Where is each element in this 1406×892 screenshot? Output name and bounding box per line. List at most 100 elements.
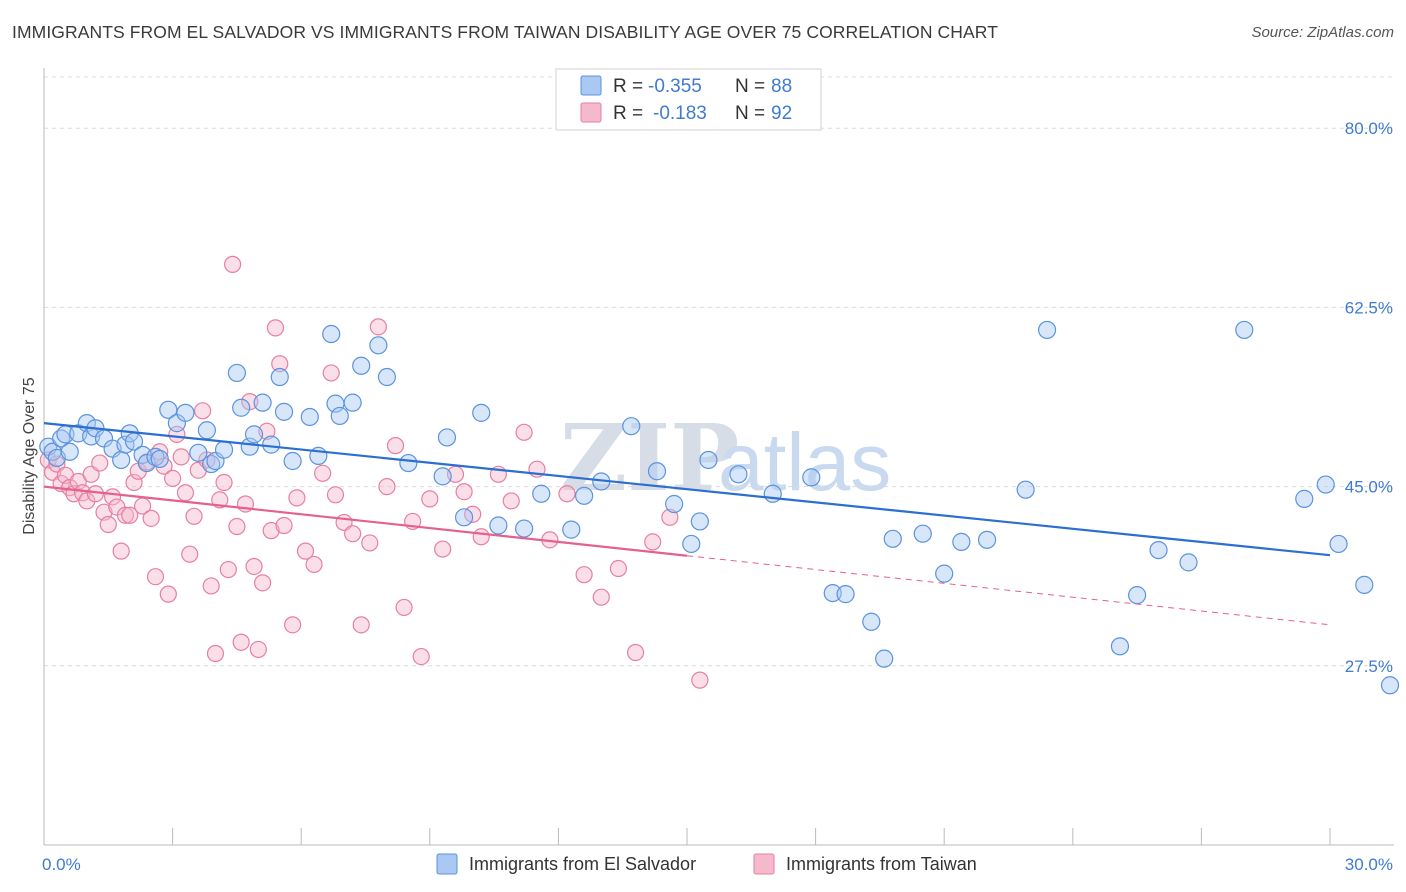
taiwan-point-14 — [99, 515, 117, 534]
el-salvador-point-68 — [862, 612, 881, 631]
axes — [43, 68, 1394, 846]
taiwan-point-59 — [305, 555, 323, 574]
el-salvador-point-24 — [197, 421, 216, 440]
el-salvador-point-79 — [1149, 540, 1168, 560]
stats-box: R = -0.355 N = 88 R = -0.183 N = 92 — [555, 68, 822, 131]
el-salvador-point-42 — [343, 393, 362, 412]
el-salvador-point-51 — [489, 516, 508, 535]
taiwan-point-55 — [275, 516, 293, 535]
watermark-atlas: atlas — [718, 417, 891, 508]
taiwan-point-18 — [116, 506, 135, 524]
taiwan-point-74 — [434, 540, 452, 558]
taiwan-point-58 — [296, 542, 315, 560]
taiwan-point-33 — [181, 545, 199, 563]
taiwan-point-64 — [344, 525, 362, 543]
stats-n-label-pink: N = — [735, 103, 765, 124]
el-salvador-point-54 — [562, 520, 581, 539]
el-salvador-point-44 — [369, 336, 388, 355]
taiwan-point-70 — [395, 598, 413, 617]
el-salvador-point-45 — [377, 367, 397, 387]
taiwan-point-91 — [691, 671, 709, 689]
taiwan-point-44 — [228, 517, 246, 536]
el-salvador-point-58 — [647, 462, 667, 481]
el-salvador-point-75 — [1016, 480, 1035, 499]
el-salvador-point-12 — [112, 450, 131, 470]
legend-swatch-taiwan — [753, 853, 775, 875]
el-salvador-point-34 — [270, 367, 289, 387]
el-salvador-point-62 — [699, 450, 718, 470]
taiwan-point-80 — [502, 492, 520, 510]
el-salvador-point-41 — [330, 406, 349, 426]
taiwan-point-9 — [78, 492, 96, 510]
taiwan-point-8 — [73, 484, 92, 502]
el-salvador-point-71 — [913, 524, 932, 543]
taiwan-point-20 — [125, 473, 143, 492]
taiwan-point-57 — [288, 489, 306, 507]
taiwan-point-54 — [271, 355, 289, 373]
stats-n-label-blue: N = — [735, 76, 765, 97]
el-salvador-point-63 — [729, 465, 748, 484]
el-salvador-point-70 — [883, 529, 902, 548]
watermark: ZIP atlas — [560, 404, 891, 512]
el-salvador-point-81 — [1235, 320, 1254, 340]
el-salvador-point-65 — [802, 468, 821, 487]
y-tick-label-0: 27.5% — [1345, 657, 1393, 676]
taiwan-point-60 — [314, 464, 332, 482]
el-salvador-point-32 — [253, 393, 272, 412]
taiwan-point-52 — [262, 522, 280, 540]
stats-r-value-blue: -0.355 — [648, 76, 702, 97]
taiwan-point-86 — [592, 588, 610, 606]
taiwan-point-34 — [185, 507, 203, 525]
el-salvador-point-39 — [322, 324, 341, 344]
x-tick-labels: 0.0% 30.0% — [42, 855, 1393, 874]
el-salvador-point-76 — [1037, 320, 1057, 340]
taiwan-point-73 — [421, 490, 439, 508]
taiwan-point-78 — [472, 528, 490, 546]
taiwan-point-81 — [515, 423, 533, 441]
el-salvador-point-50 — [472, 403, 491, 422]
x-tick-label-0: 0.0% — [42, 855, 81, 874]
el-salvador-point-29 — [232, 398, 251, 417]
source-label: Source: ZipAtlas.com — [1251, 24, 1394, 41]
el-salvador-point-20 — [159, 400, 178, 419]
taiwan-point-29 — [164, 469, 182, 488]
taiwan-point-89 — [644, 533, 662, 551]
el-salvador-point-77 — [1110, 637, 1130, 656]
el-salvador-point-19 — [150, 449, 169, 469]
trend-line-el-salvador — [43, 422, 1331, 557]
el-salvador-point-60 — [682, 534, 701, 554]
stats-n-value-blue: 88 — [771, 76, 792, 97]
taiwan-point-24 — [142, 509, 160, 527]
el-salvador-point-86 — [1380, 676, 1400, 695]
taiwan-point-38 — [202, 577, 220, 595]
el-salvador-point-52 — [515, 519, 534, 538]
el-salvador-point-73 — [952, 532, 971, 551]
el-salvador-point-23 — [189, 443, 208, 462]
y-tick-label-3: 80.0% — [1345, 119, 1393, 138]
el-salvador-point-74 — [977, 530, 997, 549]
stats-n-value-pink: 92 — [771, 103, 792, 124]
el-salvador-point-35 — [274, 402, 294, 421]
el-salvador-point-55 — [575, 486, 594, 505]
el-salvador-point-43 — [352, 356, 371, 375]
taiwan-point-25 — [146, 568, 165, 586]
el-salvador-point-46 — [399, 453, 418, 473]
el-salvador-point-66 — [823, 583, 842, 603]
el-salvador-point-48 — [437, 428, 457, 447]
el-salvador-point-69 — [875, 649, 894, 668]
stats-r-label-blue: R = — [613, 76, 643, 97]
taiwan-point-39 — [206, 644, 225, 663]
taiwan-point-84 — [558, 485, 576, 503]
trend-lines — [43, 422, 1331, 626]
el-salvador-point-67 — [836, 585, 855, 604]
legend: Immigrants from El Salvador Immigrants f… — [436, 853, 977, 875]
taiwan-point-12 — [91, 454, 109, 472]
taiwan-point-76 — [455, 483, 473, 501]
taiwan-point-43 — [224, 255, 242, 273]
el-salvador-point-61 — [690, 512, 709, 531]
taiwan-point-17 — [112, 542, 130, 560]
legend-label-taiwan: Immigrants from Taiwan — [786, 854, 977, 874]
el-salvador-point-72 — [935, 564, 954, 583]
taiwan-point-67 — [369, 318, 387, 336]
